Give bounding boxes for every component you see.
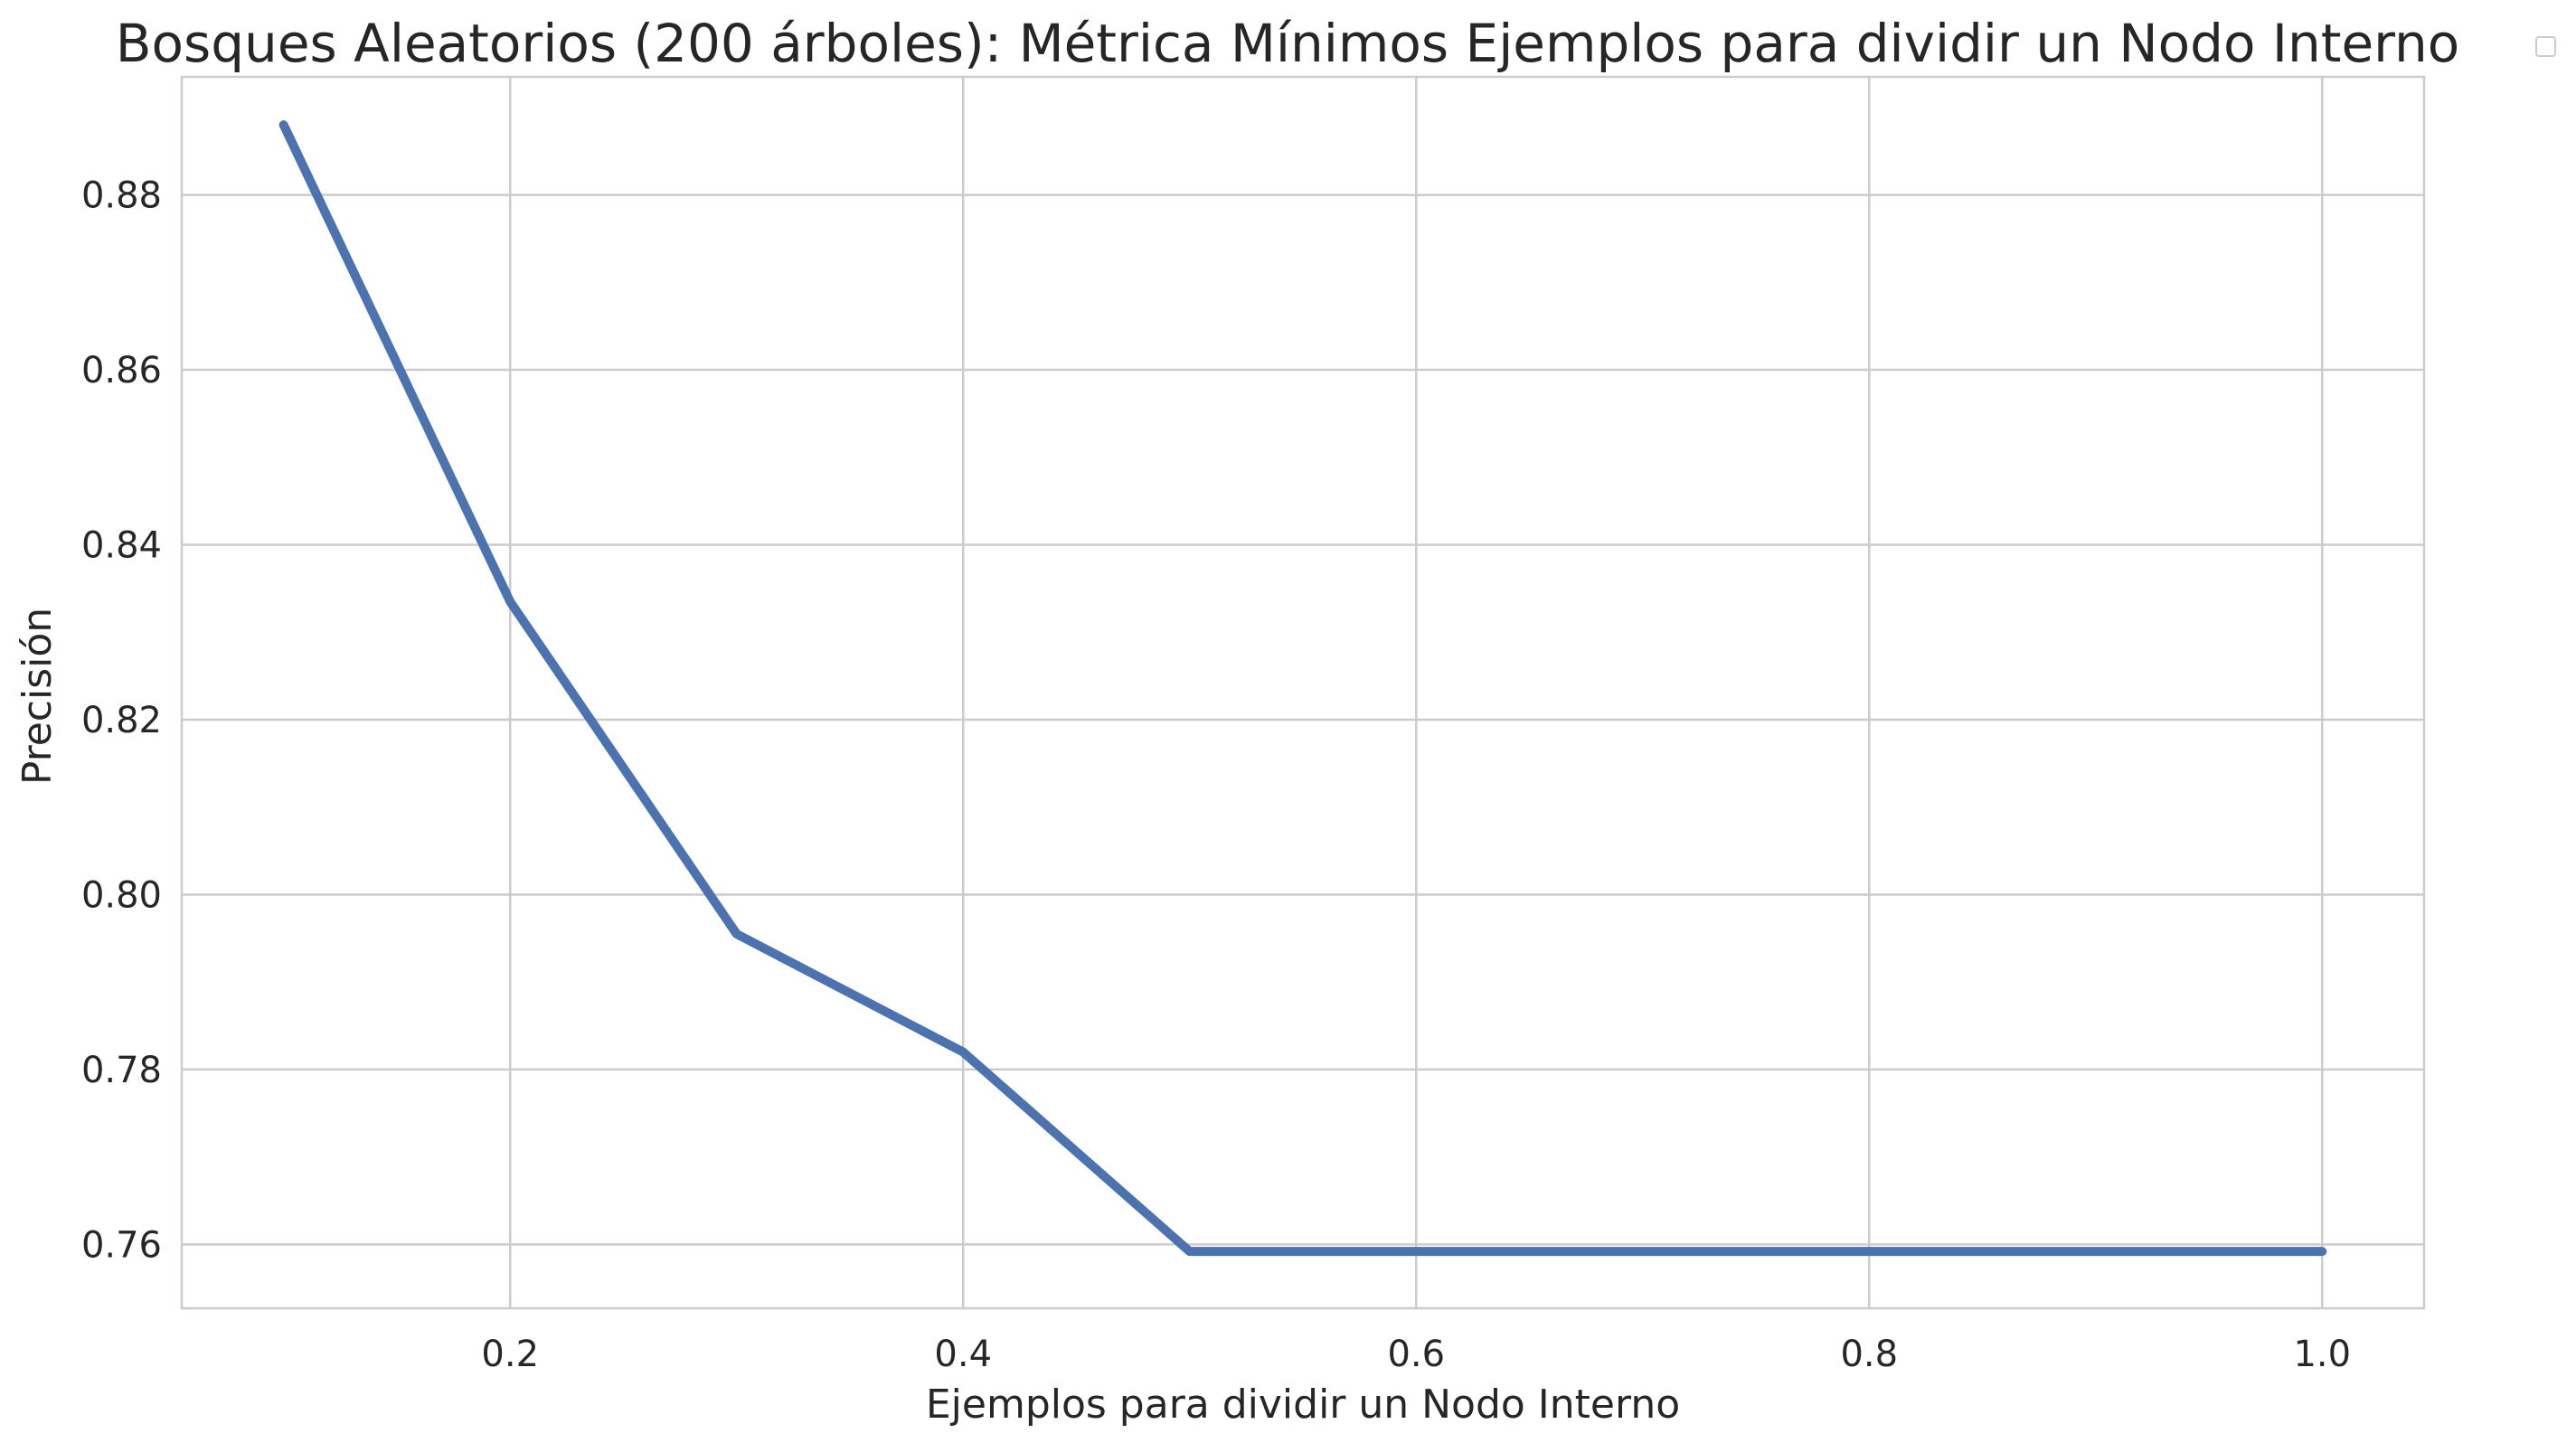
x-tick-label: 0.4 <box>934 1334 992 1375</box>
y-tick-label: 0.84 <box>81 525 162 567</box>
x-tick-label: 0.6 <box>1387 1334 1445 1375</box>
legend-box <box>2535 36 2556 57</box>
chart-title: Bosques Aleatorios (200 árboles): Métric… <box>116 13 2460 74</box>
y-axis-label: Precisión <box>14 608 61 785</box>
series-layer <box>278 120 2327 1257</box>
y-tick-labels: 0.76 0.78 0.80 0.82 0.84 0.86 0.88 <box>81 175 162 1267</box>
y-tick-label: 0.82 <box>81 700 162 741</box>
y-tick-label: 0.76 <box>81 1224 162 1266</box>
series-line-0 <box>278 120 2327 1257</box>
x-tick-label: 1.0 <box>2293 1334 2351 1375</box>
y-tick-label: 0.78 <box>81 1050 162 1091</box>
y-tick-label: 0.86 <box>81 350 162 391</box>
x-axis-label: Ejemplos para dividir un Nodo Interno <box>926 1382 1680 1428</box>
y-tick-label: 0.80 <box>81 874 162 916</box>
x-tick-labels: 0.2 0.4 0.6 0.8 1.0 <box>481 1334 2351 1375</box>
x-tick-label: 0.2 <box>481 1334 539 1375</box>
y-tick-label: 0.88 <box>81 175 162 217</box>
grid-lines <box>182 77 2424 1308</box>
plot-frame <box>180 75 2426 1310</box>
x-tick-label: 0.8 <box>1840 1334 1898 1375</box>
